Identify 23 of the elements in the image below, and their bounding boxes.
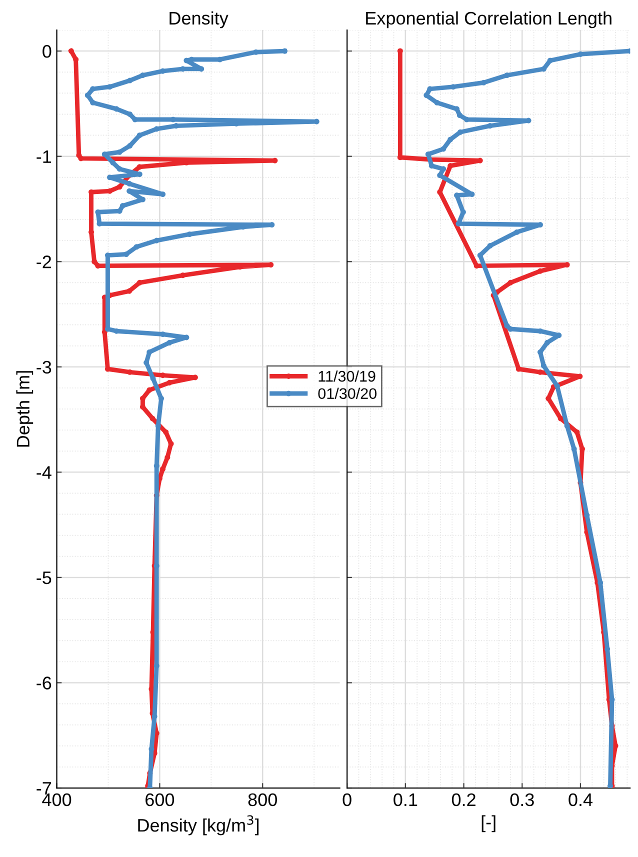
- x-tick-label: 600: [146, 793, 174, 806]
- y-axis-title: Depth [m]: [16, 371, 34, 447]
- y-tick-label: -4: [36, 466, 52, 479]
- x-tick-label: 800: [248, 793, 277, 806]
- legend-label: 11/30/19: [318, 370, 376, 382]
- x-tick-label: 0.2: [452, 793, 476, 806]
- x-tick-label: 0: [342, 793, 352, 806]
- y-tick-label: 0: [42, 44, 52, 58]
- x-tick-label: 0.3: [510, 793, 534, 806]
- x-axis-title: Density [kg/m$^{3}$]: [138, 815, 259, 836]
- y-tick-label: -5: [36, 572, 52, 584]
- chart-title: Density: [170, 11, 228, 28]
- y-tick-label: -3: [36, 360, 52, 374]
- x-tick-label: 0.4: [568, 793, 593, 806]
- x-tick-label: 400: [42, 793, 72, 806]
- y-tick-label: -1: [36, 150, 52, 163]
- chart-title: Exponential Correlation Length: [366, 11, 612, 28]
- y-tick-label: -2: [36, 256, 52, 268]
- x-axis-title: [-]: [482, 815, 496, 832]
- legend-label: 01/30/20: [318, 388, 377, 400]
- y-tick-label: -6: [36, 676, 52, 690]
- y-tick-label: -7: [36, 782, 52, 795]
- x-tick-label: 0.1: [394, 793, 418, 806]
